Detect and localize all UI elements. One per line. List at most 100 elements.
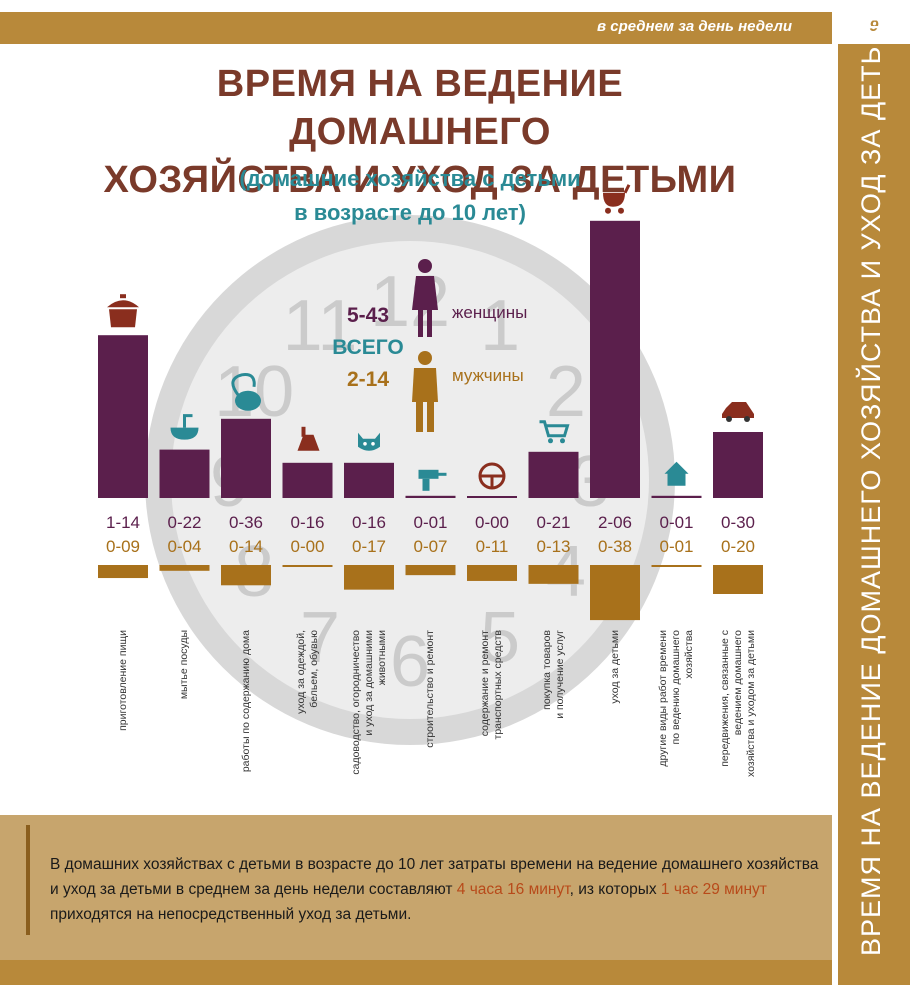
category-label-line: транспортных средств [492, 630, 504, 740]
cart-icon [539, 420, 570, 444]
women-value-label: 0-01 [413, 513, 447, 532]
clock-number: 11 [283, 286, 358, 366]
women-bar [159, 449, 210, 498]
side-strip: ВРЕМЯ НА ВЕДЕНИЕ ДОМАШНЕГО ХОЗЯЙСТВА И У… [838, 2, 910, 985]
men-bar [590, 565, 640, 621]
clock-number: 7 [300, 598, 340, 678]
category-label-line: хозяйства и уходом за детьми [744, 630, 757, 777]
women-bar [405, 495, 456, 498]
category-label-line: уход за одеждой, [294, 630, 307, 714]
category-label: мытье посуды [178, 630, 191, 800]
men-bar [344, 565, 394, 590]
clock-face [171, 241, 649, 719]
page-number: 9 [869, 18, 879, 35]
category-label: садоводство, огородничество и уход за дом… [350, 630, 389, 800]
clock-number: 1 [480, 286, 520, 366]
women-bar [713, 432, 763, 498]
category-label-line: животными [375, 630, 388, 686]
category-label-line: по ведению домашнего [670, 630, 682, 745]
page-title-line: ВРЕМЯ НА ВЕДЕНИЕ ДОМАШНЕГО [216, 63, 624, 153]
woman-figure-icon [412, 259, 438, 337]
women-value-label: 0-30 [721, 513, 755, 532]
category-label: передвижения, связанные с ведением домашн… [719, 630, 758, 800]
bars: 1-14 0-09 0-22 0-04 0-36 0-14 0-16 0-00 0-16 0-17… [98, 184, 763, 621]
subtitle-line: (домашние хозяйства с детьми [239, 166, 581, 191]
category-label: содержание и ремонт транспортных средств [479, 630, 505, 800]
women-bar [528, 451, 579, 498]
men-label: мужчины [452, 366, 524, 385]
women-bar [590, 220, 640, 499]
category-label-line: работы по содержанию дома [239, 630, 252, 773]
women-value-label: 0-21 [536, 513, 570, 532]
men-bar [651, 565, 702, 567]
category-label-line: и уход за домашними [362, 630, 375, 736]
men-bar [282, 565, 333, 567]
subtitle: (домашние хозяйства с детьми в возрасте … [200, 162, 620, 230]
subtitle-line: в возрасте до 10 лет) [294, 200, 526, 225]
clock-number: 6 [390, 622, 430, 702]
header-bar-text: в среднем за день недели [597, 18, 792, 35]
men-value-label: 0-01 [659, 537, 693, 556]
men-bar [159, 565, 210, 571]
women-value-label: 0-16 [352, 513, 386, 532]
men-total-value: 2-14 [347, 368, 389, 391]
category-label-line: хозяйства [683, 630, 695, 679]
women-label: женщины [452, 303, 527, 322]
summary-text: В домашних хозяйствах с детьми в возраст… [50, 852, 820, 927]
category-label-line: и получение услуг [553, 630, 566, 719]
summary-text-part: приходятся на непосредственный уход за д… [50, 906, 412, 923]
women-bar [98, 335, 148, 498]
page-title-line: ХОЗЯЙСТВА И УХОД ЗА ДЕТЬМИ [103, 159, 737, 201]
pot-icon [107, 294, 139, 328]
women-bar [221, 418, 271, 498]
page-title: ВРЕМЯ НА ВЕДЕНИЕ ДОМАШНЕГО ХОЗЯЙСТВА И У… [100, 60, 740, 204]
category-label: другие виды работ времени по ведению дома… [657, 630, 696, 800]
women-value-label: 0-01 [659, 513, 693, 532]
stroller-icon [603, 184, 631, 214]
category-label-line: передвижения, связанные с [718, 630, 731, 767]
men-bar [713, 565, 763, 594]
page-number-box: 9 [838, 12, 910, 46]
category-label-line: строительство и ремонт [424, 630, 436, 748]
category-label: уход за одеждой, бельем, обувью [295, 630, 321, 800]
header-bar: в среднем за день недели [0, 12, 832, 44]
women-bar [282, 462, 333, 498]
men-bar [528, 565, 579, 584]
men-bar [405, 565, 456, 576]
women-bar [344, 462, 394, 498]
men-value-label: 0-13 [536, 537, 570, 556]
men-value-label: 0-14 [229, 537, 263, 556]
men-bar [221, 565, 271, 586]
category-label: строительство и ремонт [424, 630, 437, 800]
category-label: приготовление пищи [117, 630, 130, 800]
women-value-label: 1-14 [106, 513, 140, 532]
summary-highlight-childcare: 1 час 29 минут [660, 881, 767, 898]
clock-number: 5 [480, 598, 520, 678]
side-title: ВРЕМЯ НА ВЕДЕНИЕ ДОМАШНЕГО ХОЗЯЙСТВА И У… [856, 2, 886, 956]
bottom-base-strip [0, 960, 832, 985]
women-bar [651, 495, 702, 498]
total-label: ВСЕГО [332, 336, 404, 359]
men-bar [467, 565, 517, 581]
category-label-line: приготовление пищи [116, 630, 129, 731]
bottom-accent [26, 825, 30, 935]
drill-icon [418, 469, 447, 491]
men-value-label: 0-09 [106, 537, 140, 556]
category-label-line: мытье посуды [178, 630, 190, 700]
men-value-label: 0-07 [413, 537, 447, 556]
category-label-line: другие виды работ времени [657, 630, 669, 767]
men-value-label: 0-17 [352, 537, 386, 556]
summary-highlight-total: 4 часа 16 минут [456, 881, 570, 898]
category-label-line: бельем, обувью [307, 630, 320, 708]
category-label-line: уход за детьми [608, 630, 621, 704]
bottom-panel [0, 815, 832, 960]
men-bar [98, 565, 148, 579]
category-label: покупка товаров и получение услуг [541, 630, 567, 800]
chart: 121234567891011 5-43ВСЕГО2-14женщинымужч… [98, 184, 763, 745]
car-icon [722, 402, 754, 422]
totals-block: 5-43 ВСЕГО 2-14 женщины мужчины [332, 259, 527, 432]
women-value-label: 0-00 [475, 513, 509, 532]
cat-icon [358, 432, 380, 451]
women-value-label: 0-36 [229, 513, 263, 532]
women-total-value: 5-43 [347, 304, 389, 327]
